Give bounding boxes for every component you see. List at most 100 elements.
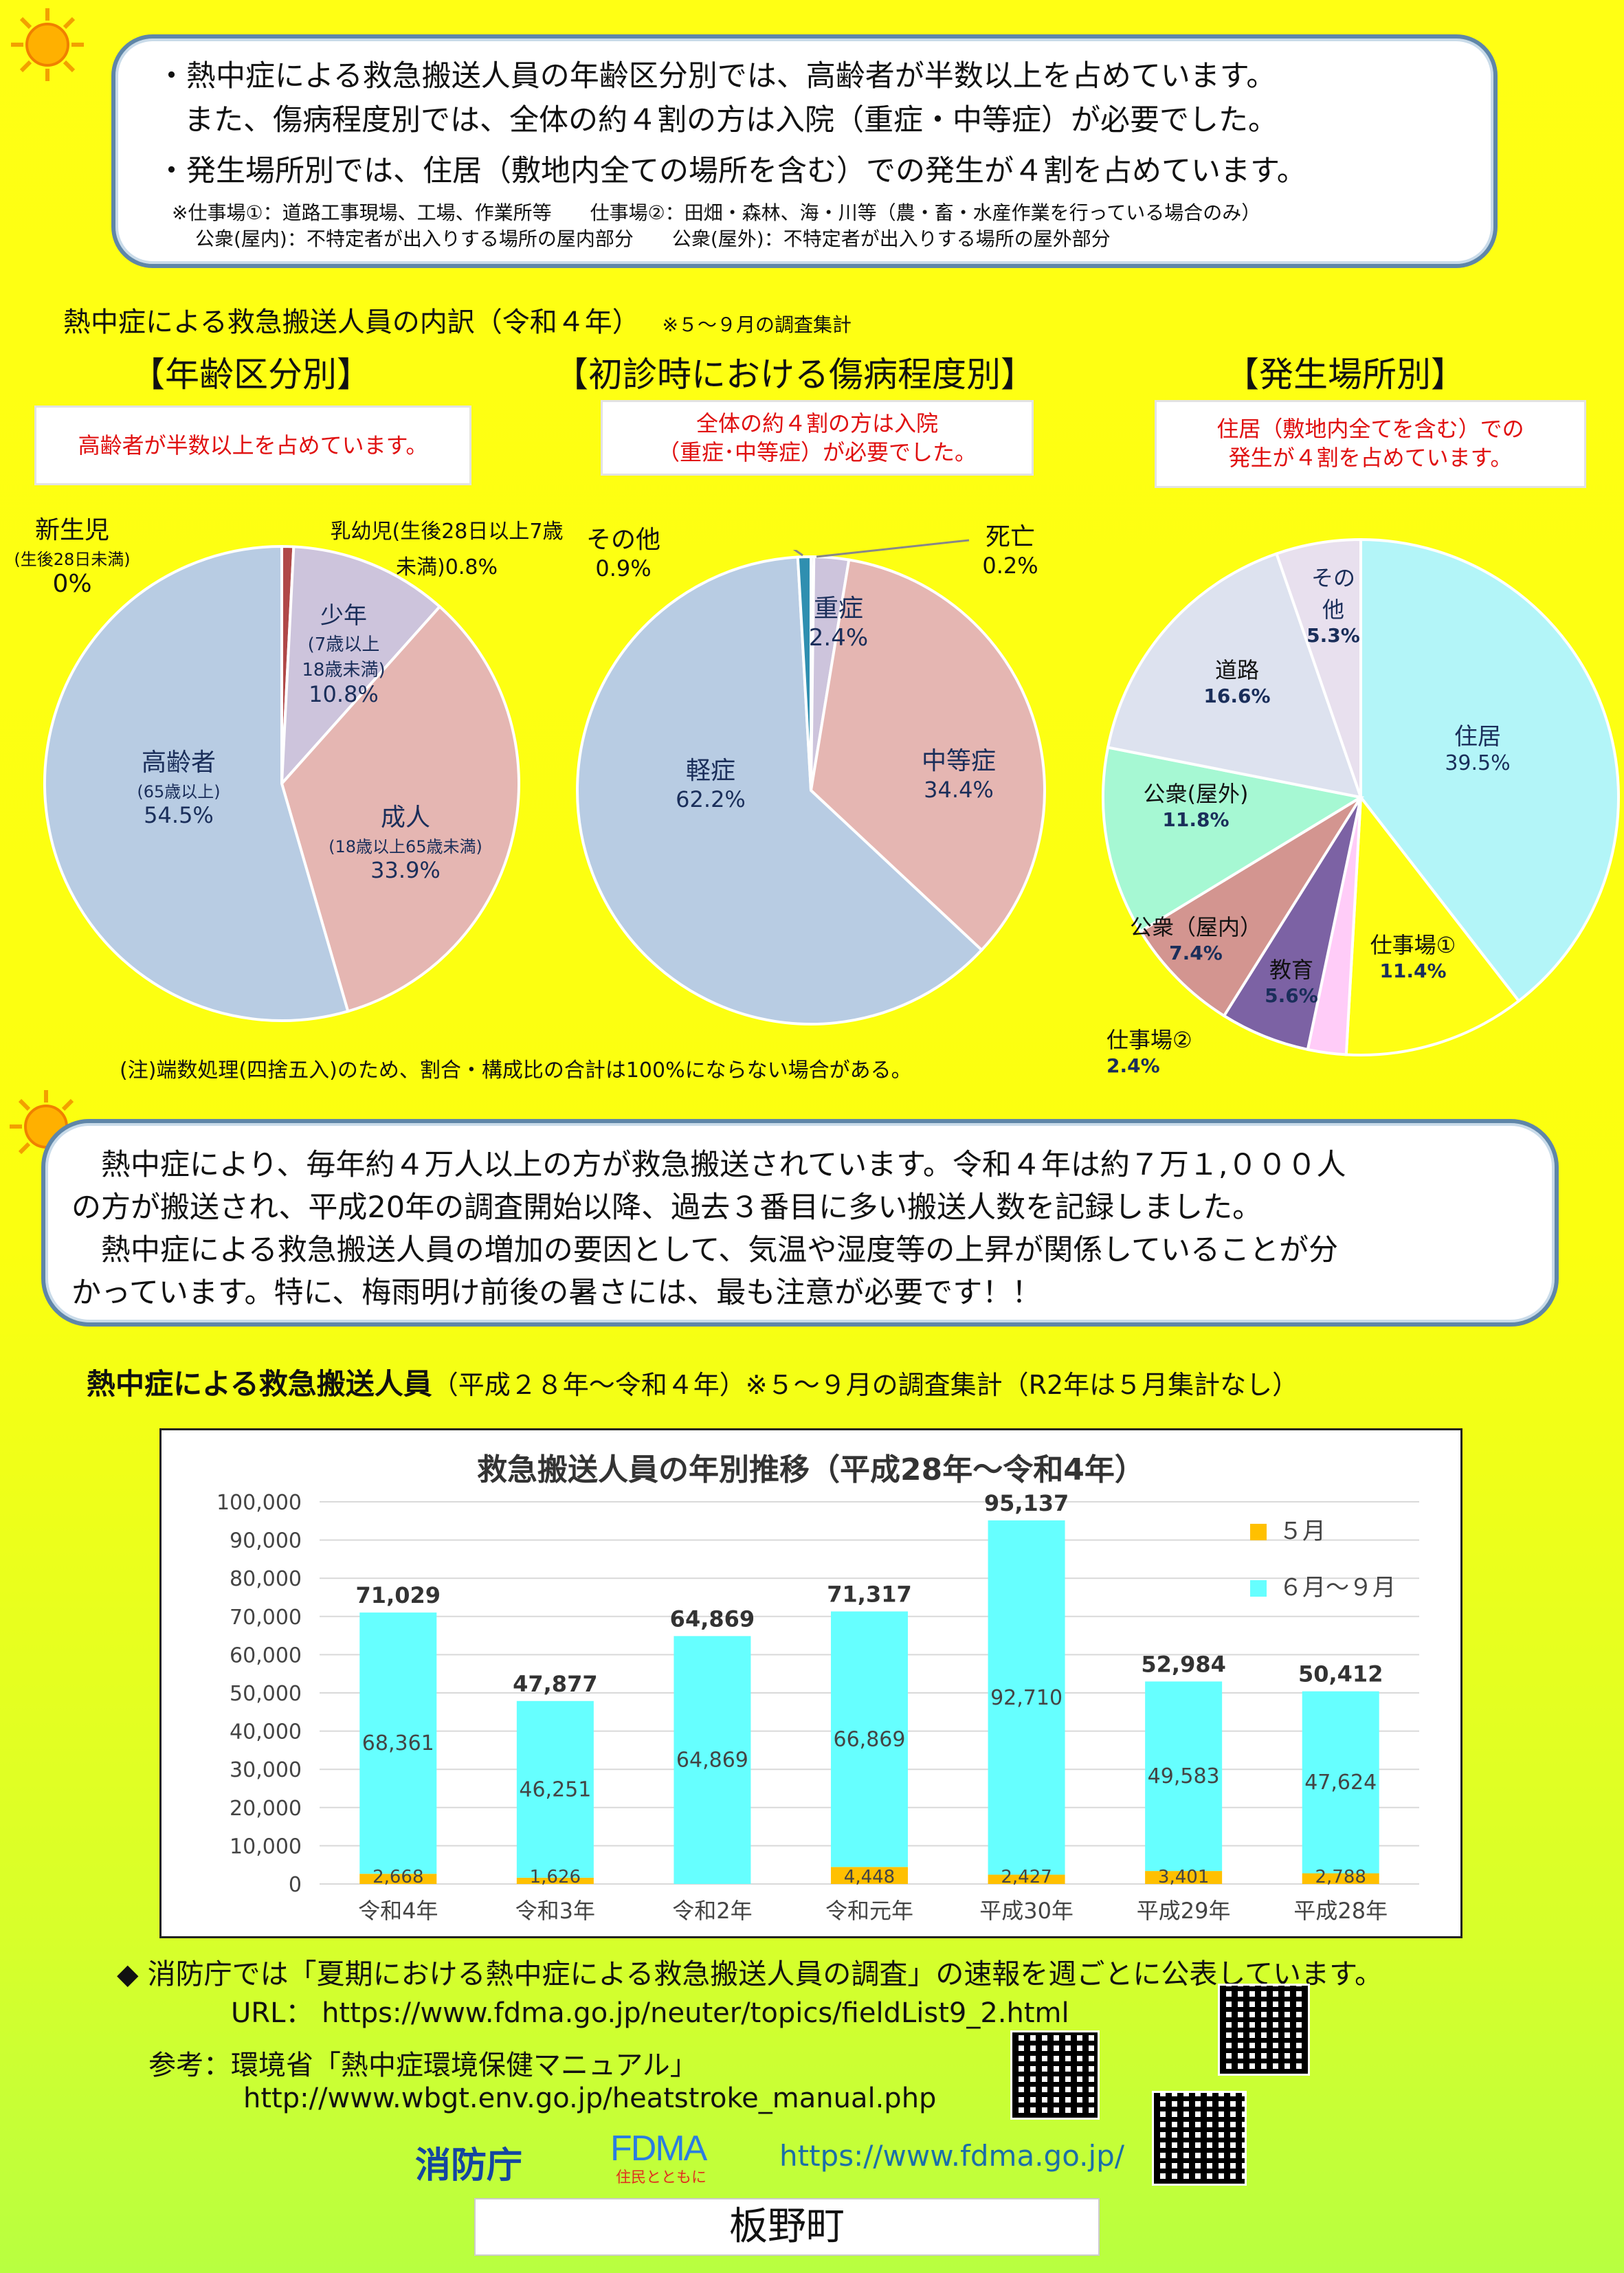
bar-jun-sep-label: 47,624 bbox=[1304, 1771, 1377, 1795]
town-name: 板野町 bbox=[729, 2204, 845, 2249]
chart-title: 救急搬送人員の年別推移（平成28年～令和4年） bbox=[477, 1452, 1145, 1487]
age-elderly-name: 高齢者 bbox=[141, 749, 216, 777]
y-tick-label: 80,000 bbox=[230, 1567, 302, 1591]
bar-jun-sep-label: 46,251 bbox=[519, 1777, 591, 1801]
age-newborn-label: 新生児 (生後28日未満) 0% bbox=[0, 510, 144, 598]
x-category-label: 平成30年 bbox=[979, 1898, 1074, 1924]
place-pubout-pct: 11.8% bbox=[1162, 808, 1230, 831]
message-line-3: 熱中症による救急搬送人員の増加の要因として、気温や湿度等の上昇が関係していること… bbox=[71, 1233, 1338, 1267]
bar-total-label: 52,984 bbox=[1141, 1651, 1225, 1677]
place-other-label: その 他 5.3% bbox=[1299, 561, 1368, 647]
place-pie-slice-5 bbox=[1102, 746, 1365, 933]
severity-severe-name: 重症 bbox=[813, 595, 863, 623]
fdma-logo: FDMA 住民とともに bbox=[610, 2128, 726, 2194]
legend-label: ５月 bbox=[1279, 1518, 1326, 1545]
place-work2-label: 仕事場② 2.4% bbox=[1106, 1023, 1230, 1077]
severity-mild-label: 軽症 62.2% bbox=[663, 751, 759, 812]
age-pie-slice-2 bbox=[280, 604, 520, 1013]
bar-may-label: 2,427 bbox=[1001, 1867, 1052, 1887]
severity-death-label: 死亡 0.2% bbox=[969, 517, 1052, 579]
place-callout-line1: 住居（敷地内全てを含む）での bbox=[1216, 416, 1524, 442]
severity-other-leader bbox=[792, 550, 803, 557]
fdma-site-link[interactable]: https://www.fdma.go.jp/ bbox=[779, 2139, 1124, 2173]
place-work1-label: 仕事場① 11.4% bbox=[1351, 928, 1475, 982]
place-edu-label: 教育 5.6% bbox=[1254, 953, 1329, 1007]
bar-total-label: 47,877 bbox=[513, 1671, 597, 1697]
bar-jun-sep bbox=[1302, 1691, 1379, 1874]
bar-jun-sep bbox=[674, 1636, 751, 1884]
place-pie-slice-3 bbox=[1222, 796, 1362, 1052]
place-other-name1: その bbox=[1311, 565, 1355, 591]
legend-label: ６月～９月 bbox=[1279, 1574, 1396, 1601]
severity-pie-slice-2 bbox=[809, 558, 1046, 952]
severity-heading: 【初診時における傷病程度別】 bbox=[554, 355, 1035, 395]
bar-may bbox=[516, 1877, 594, 1884]
qr-code-heatstroke-manual[interactable] bbox=[1010, 2030, 1100, 2120]
place-callout: 住居（敷地内全てを含む）での 発生が４割を占めています。 bbox=[1155, 400, 1586, 488]
age-elderly-pct: 54.5% bbox=[144, 802, 214, 828]
trend-title-bold: 熱中症による救急搬送人員 bbox=[87, 1367, 432, 1401]
age-callout-text: 高齢者が半数以上を占めています。 bbox=[78, 432, 428, 458]
age-pie-slice-3 bbox=[43, 544, 350, 1022]
severity-mild-pct: 62.2% bbox=[676, 786, 746, 812]
age-pie-slice-1 bbox=[280, 545, 442, 788]
severity-other-pct: 0.9% bbox=[595, 555, 652, 581]
summary-box bbox=[111, 34, 1498, 268]
x-category-label: 平成28年 bbox=[1293, 1898, 1388, 1924]
age-adult-sub: (18歳以上65歳未満) bbox=[329, 837, 482, 856]
age-adult-name: 成人 bbox=[380, 803, 430, 832]
place-pubin-pct: 7.4% bbox=[1169, 942, 1223, 964]
y-tick-label: 50,000 bbox=[230, 1682, 302, 1706]
announcement: ◆ 消防庁では「夏期における熱中症による救急搬送人員の調査」の速報を週ごとに公表… bbox=[117, 1958, 1383, 1991]
breakdown-title: 熱中症による救急搬送人員の内訳（令和４年） ※５～９月の調査集計 bbox=[63, 300, 852, 340]
place-road-name: 道路 bbox=[1214, 657, 1259, 683]
y-tick-label: 10,000 bbox=[230, 1834, 302, 1859]
age-adult-pct: 33.9% bbox=[370, 857, 441, 883]
y-tick-label: 0 bbox=[289, 1873, 302, 1897]
place-pubout-label: 公衆(屋外) 11.8% bbox=[1120, 777, 1271, 831]
reference-url[interactable]: http://www.wbgt.env.go.jp/heatstroke_man… bbox=[243, 2083, 937, 2114]
severity-death-leader bbox=[816, 539, 970, 558]
trend-chart: 救急搬送人員の年別推移（平成28年～令和4年） 0 10,000 20,000 30,… bbox=[159, 1428, 1462, 1938]
y-tick-label: 70,000 bbox=[230, 1606, 302, 1630]
place-road-label: 道路 16.6% bbox=[1189, 653, 1285, 707]
age-youth-sub1: (7歳以上 bbox=[307, 634, 380, 655]
place-home-name: 住居 bbox=[1454, 723, 1501, 751]
x-category-label: 令和2年 bbox=[672, 1898, 752, 1924]
place-pubout-name: 公衆(屋外) bbox=[1143, 781, 1249, 807]
trend-chart-svg: 救急搬送人員の年別推移（平成28年～令和4年） 0 10,000 20,000 30,… bbox=[216, 1452, 1419, 1924]
bar-jun-sep-label: 66,869 bbox=[834, 1727, 906, 1751]
place-heading: 【発生場所別】 bbox=[1225, 355, 1465, 395]
age-newborn-pct: 0% bbox=[52, 570, 92, 598]
severity-other-label: その他 0.9% bbox=[572, 520, 675, 581]
fdma-url[interactable]: URL： https://www.fdma.go.jp/neuter/topic… bbox=[231, 1997, 1069, 2029]
breakdown-title-main: 熱中症による救急搬送人員の内訳（令和４年） bbox=[63, 307, 640, 338]
place-home-label: 住居 39.5% bbox=[1430, 718, 1526, 775]
place-pie bbox=[1102, 537, 1620, 1056]
bar-total-label: 95,137 bbox=[984, 1490, 1069, 1516]
fdma-logo-text: FDMA bbox=[610, 2129, 707, 2169]
qr-code-fdma-site[interactable] bbox=[1152, 2091, 1247, 2186]
age-youth-pct: 10.8% bbox=[309, 681, 379, 707]
bar-jun-sep bbox=[516, 1700, 594, 1878]
place-pubin-name: 公衆（屋内） bbox=[1129, 914, 1262, 940]
bar-may-label: 3,401 bbox=[1158, 1867, 1209, 1887]
agency-name: 消防庁 bbox=[415, 2145, 523, 2186]
bar-total-label: 71,029 bbox=[356, 1582, 441, 1608]
bar-may bbox=[1145, 1871, 1223, 1884]
qr-code-fdma-topics[interactable] bbox=[1218, 1984, 1310, 2076]
x-category-label: 令和元年 bbox=[825, 1898, 913, 1924]
legend-swatch bbox=[1250, 1580, 1267, 1597]
age-pie bbox=[43, 544, 520, 1022]
trend-title: 熱中症による救急搬送人員（平成２８年～令和４年）※５～９月の調査集計（R2年は５… bbox=[87, 1361, 1298, 1403]
age-youth-name: 少年 bbox=[320, 602, 367, 630]
legend-swatch bbox=[1250, 1524, 1267, 1540]
age-infant-sub: 未満)0.8% bbox=[396, 555, 498, 579]
bar-may-label: 1,626 bbox=[530, 1867, 581, 1887]
summary-bullet-2: ・発生場所別では、住居（敷地内全ての場所を含む）での発生が４割を占めています。 bbox=[157, 154, 1306, 188]
x-category-label: 平成29年 bbox=[1137, 1898, 1231, 1924]
bar-total-label: 71,317 bbox=[827, 1581, 911, 1607]
age-newborn-sub: (生後28日未満) bbox=[14, 550, 131, 569]
sun-icon bbox=[11, 8, 84, 81]
